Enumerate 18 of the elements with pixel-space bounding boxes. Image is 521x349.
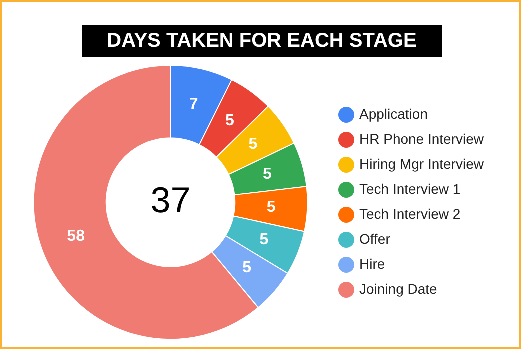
data-label: 5 bbox=[242, 260, 252, 277]
legend-label: Hiring Mgr Interview bbox=[359, 156, 485, 172]
data-label: 5 bbox=[266, 198, 276, 216]
legend-label: HR Phone Interview bbox=[359, 130, 485, 147]
legend-label: Joining Date bbox=[359, 280, 438, 297]
legend-label: Tech Interview 1 bbox=[359, 180, 461, 197]
legend-label: Application bbox=[359, 106, 428, 122]
data-label: 5 bbox=[263, 166, 272, 183]
legend-label: Tech Interview 2 bbox=[359, 206, 461, 222]
data-label: 58 bbox=[67, 228, 86, 246]
data-label: 7 bbox=[189, 96, 198, 113]
chart-title: DAYS TAKEN FOR EACH STAGE bbox=[82, 25, 442, 57]
data-label: 5 bbox=[260, 231, 269, 248]
legend-label: Offer bbox=[359, 230, 391, 247]
data-label: 5 bbox=[248, 136, 258, 154]
legend-label: Hire bbox=[359, 256, 386, 272]
data-label: 5 bbox=[225, 112, 234, 130]
text: 37 bbox=[150, 179, 191, 220]
